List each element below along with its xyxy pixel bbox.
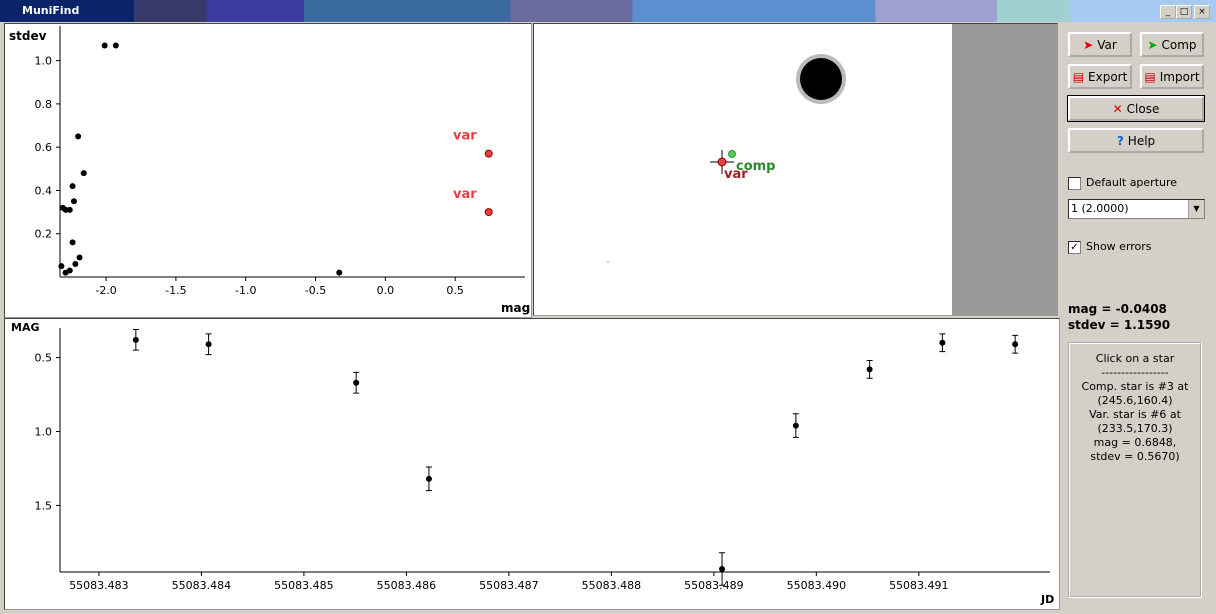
help-button[interactable]: ? Help: [1068, 128, 1204, 153]
comp-label: comp: [736, 159, 776, 174]
point: [80, 170, 87, 177]
y-tick-label: 1.5: [35, 499, 53, 512]
label: Close: [1126, 101, 1160, 116]
y-tick-label: 1.0: [35, 55, 53, 68]
close-window[interactable]: ×: [1194, 5, 1210, 19]
info-line: -----------------: [1101, 366, 1169, 379]
aperture-select[interactable]: 1 (2.0000) ▼: [1068, 199, 1205, 219]
mag-status: mag = -0.0408: [1068, 302, 1167, 316]
info-line: Var. star is #6 at: [1089, 408, 1181, 421]
point: [69, 239, 76, 246]
show-errors-checkbox[interactable]: ✓: [1068, 241, 1081, 254]
info-line: stdev = 0.5670): [1090, 450, 1180, 463]
point: [72, 261, 79, 268]
x-tick-label: 55083.491: [889, 579, 949, 592]
x-axis-label: mag: [501, 301, 530, 315]
x-tick-label: 55083.483: [69, 579, 129, 592]
y-tick-label: 0.6: [35, 141, 53, 154]
info-line: mag = 0.6848,: [1093, 436, 1177, 449]
point: [70, 198, 77, 205]
y-tick-label: 0.8: [35, 98, 53, 111]
x-tick-label: 55083.486: [377, 579, 437, 592]
x-tick-label: -2.0: [95, 284, 116, 297]
default-aperture-label: Default aperture: [1086, 176, 1178, 189]
label: Import: [1159, 69, 1200, 84]
var-button[interactable]: ➤ Var: [1068, 32, 1132, 57]
info-line: Click on a star: [1095, 352, 1175, 365]
x-tick-label: 55083.488: [582, 579, 642, 592]
point: [69, 183, 76, 190]
close-button[interactable]: ✕ Close: [1067, 95, 1205, 122]
info-box: Click on a star ----------------- Comp. st…: [1068, 342, 1202, 598]
highlight-point: [484, 208, 493, 217]
export-button[interactable]: ▤ Export: [1068, 64, 1132, 89]
point: [132, 336, 139, 343]
point: [353, 379, 360, 386]
window-title: MuniFind: [22, 4, 80, 17]
point: [66, 267, 73, 274]
x-tick-label: 0.5: [446, 284, 464, 297]
x-tick-label: 55083.489: [684, 579, 744, 592]
x-tick-label: -1.5: [165, 284, 186, 297]
info-line: (233.5,170.3): [1097, 422, 1173, 435]
stdev-status: stdev = 1.1590: [1068, 318, 1171, 332]
x-axis-label: JD: [1040, 593, 1054, 606]
point: [76, 254, 83, 261]
highlight-label: var: [453, 187, 477, 202]
var-label: var: [724, 167, 748, 182]
x-tick-label: 0.0: [377, 284, 395, 297]
point: [205, 341, 212, 348]
point: [101, 42, 108, 49]
y-tick-label: 0.2: [35, 228, 53, 241]
y-tick-label: 1.0: [35, 426, 53, 439]
y-tick-label: 0.5: [35, 352, 53, 365]
point: [1012, 341, 1019, 348]
highlight-label: var: [453, 129, 477, 144]
import-button[interactable]: ▤ Import: [1140, 64, 1204, 89]
comp-button[interactable]: ➤ Comp: [1140, 32, 1204, 57]
x-tick-label: 55083.487: [479, 579, 539, 592]
label: Help: [1127, 133, 1156, 148]
select-value: 1 (2.0000): [1071, 202, 1129, 215]
point: [866, 366, 873, 373]
point: [66, 206, 73, 213]
point: [62, 206, 69, 213]
label: Export: [1088, 69, 1128, 84]
x-tick-label: 55083.485: [274, 579, 334, 592]
point: [939, 339, 946, 346]
minimize[interactable]: _: [1160, 5, 1176, 19]
info-line: Comp. star is #3 at: [1081, 380, 1189, 393]
point: [719, 566, 726, 573]
lightcurve-chart: 55083.483 55083.484 55083.485 55083.486 5508…: [4, 318, 1060, 610]
point: [58, 263, 65, 270]
show-errors-label: Show errors: [1086, 240, 1152, 253]
point: [792, 422, 799, 429]
info-line: (245.6,160.4): [1097, 394, 1173, 407]
default-aperture-checkbox[interactable]: [1068, 177, 1081, 190]
label: Var: [1097, 37, 1117, 52]
y-axis-label: MAG: [11, 321, 40, 334]
maximize[interactable]: □: [1176, 5, 1192, 19]
highlight-point: [484, 149, 493, 158]
x-tick-label: 55083.490: [787, 579, 847, 592]
label: Comp: [1161, 37, 1197, 52]
point: [75, 133, 82, 140]
title-bar: MuniFind: [0, 0, 1216, 22]
x-tick-label: -0.5: [305, 284, 326, 297]
frame-image: comp var: [533, 23, 1058, 316]
y-tick-label: 0.4: [35, 184, 53, 197]
x-tick-label: -1.0: [235, 284, 256, 297]
x-tick-label: 55083.484: [172, 579, 232, 592]
scatter-chart: -2.0 -1.5 -1.0 -0.5 0.0 0.5 0.2 0.4 0.6 0.8 1.0 std…: [4, 23, 532, 318]
point: [112, 42, 119, 49]
point: [425, 475, 432, 482]
point: [336, 269, 343, 276]
y-axis-label: stdev: [9, 29, 47, 43]
